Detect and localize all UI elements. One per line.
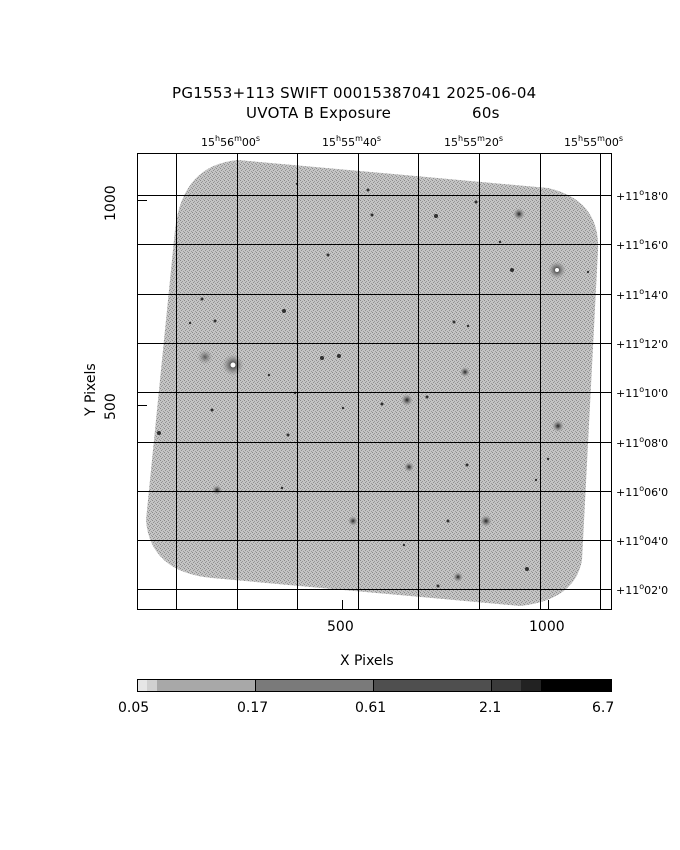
ra-tick-label: 15h55m40s	[322, 134, 382, 149]
colorbar-label: 0.17	[237, 700, 269, 716]
bright-star	[230, 362, 236, 368]
colorbar-label: 0.61	[355, 700, 387, 716]
x-tick-label: 500	[327, 619, 354, 635]
y-axis-label: Y Pixels	[83, 363, 99, 416]
x-axis-label: X Pixels	[340, 653, 394, 669]
colorbar-label: 6.7	[592, 700, 615, 716]
dec-tick-label: +11o16'0	[616, 237, 669, 252]
dec-tick-label: +11o18'0	[616, 188, 669, 203]
star	[404, 462, 414, 472]
star	[197, 349, 213, 365]
y-tick-label: 1000	[103, 185, 119, 221]
star	[480, 515, 492, 527]
colorbar	[137, 679, 612, 692]
colorbar-label: 2.1	[479, 700, 502, 716]
dec-tick-label: +11o10'0	[616, 385, 669, 400]
star	[212, 485, 222, 495]
dec-tick-label: +11o12'0	[616, 336, 669, 351]
star	[513, 208, 525, 220]
star	[453, 572, 463, 582]
dec-tick-label: +11o04'0	[616, 533, 669, 548]
ra-tick-label: 15h56m00s	[201, 134, 261, 149]
star	[348, 516, 358, 526]
y-tick-label: 500	[103, 393, 119, 420]
ra-tick-label: 15h55m00s	[564, 134, 624, 149]
dec-tick-label: +11o02'0	[616, 582, 669, 597]
dec-tick-label: +11o08'0	[616, 435, 669, 450]
dec-tick-label: +11o14'0	[616, 287, 669, 302]
star	[552, 420, 564, 432]
dec-tick-label: +11o06'0	[616, 484, 669, 499]
colorbar-label: 0.05	[118, 700, 150, 716]
x-tick-label: 1000	[529, 619, 565, 635]
exposure-label: UVOTA B Exposure	[246, 104, 392, 122]
image-title: PG1553+113 SWIFT 00015387041 2025-06-04	[172, 84, 537, 102]
ra-tick-label: 15h55m20s	[444, 134, 504, 149]
bright-star	[555, 268, 559, 272]
plot-frame	[137, 153, 612, 610]
star	[401, 394, 413, 406]
star	[460, 367, 470, 377]
coordinate-grid	[137, 153, 612, 610]
exposure-field	[146, 160, 599, 606]
exposure-value: 60s	[472, 104, 500, 122]
axis-ticks	[137, 195, 612, 610]
